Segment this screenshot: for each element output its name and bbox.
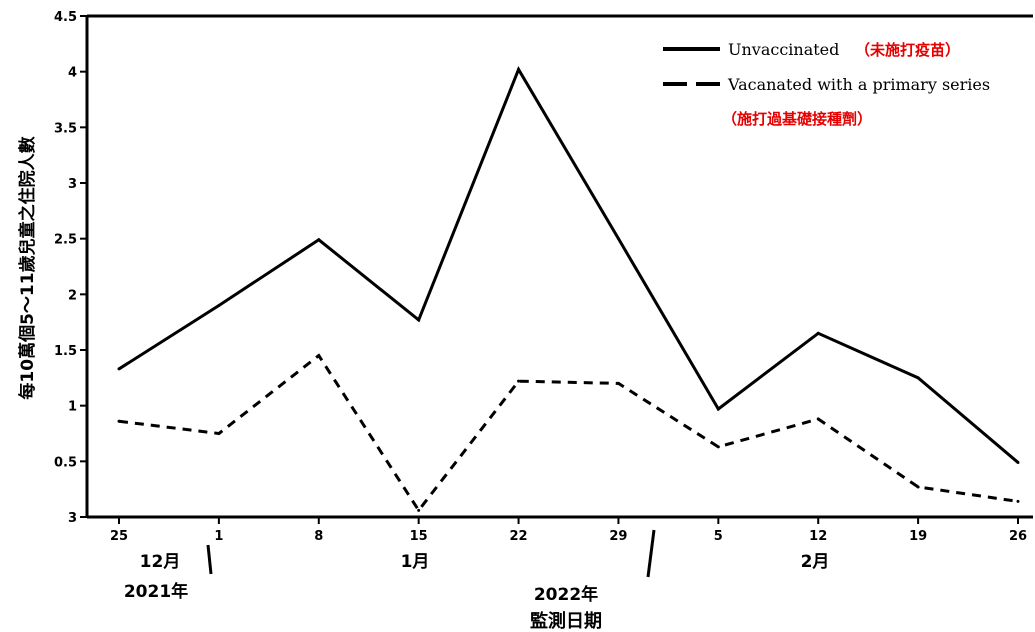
point-unvaccinated: [117, 367, 121, 371]
year-label-2021: 2021年: [124, 581, 188, 602]
point-unvaccinated: [816, 331, 820, 335]
y-tick-label: 4.5: [54, 10, 77, 25]
x-tick-label: 15: [410, 529, 428, 544]
point-unvaccinated: [417, 318, 421, 322]
point-vaccinated: [417, 508, 421, 512]
year-label-2022: 2022年: [534, 584, 598, 605]
y-tick-label: 2: [68, 288, 77, 303]
x-tick-label: 22: [510, 529, 528, 544]
legend: Unvaccinated （未施打疫苗） Vacanated with a pr…: [663, 40, 990, 128]
month-label-dec: 12月: [140, 552, 181, 572]
x-tick-label: 1: [214, 529, 223, 544]
point-vaccinated: [816, 417, 820, 421]
series-layer: [117, 66, 1020, 513]
point-unvaccinated: [616, 237, 620, 241]
y-ticks: 3 0.5 1 1.5 2 2.5 3 3.5 4 4.5: [54, 10, 87, 526]
point-vaccinated: [716, 445, 720, 449]
point-unvaccinated: [517, 67, 521, 71]
point-vaccinated: [616, 381, 620, 385]
x-tick-label: 26: [1009, 529, 1027, 544]
x-tick-label: 29: [609, 529, 627, 544]
point-vaccinated: [916, 485, 920, 489]
x-tick-label: 5: [714, 529, 723, 544]
y-tick-label: 1: [68, 400, 77, 415]
month-separator-dec-jan: [206, 544, 213, 575]
y-tick-label: 2.5: [54, 233, 77, 248]
month-label-jan: 1月: [401, 552, 430, 572]
point-unvaccinated: [716, 407, 720, 411]
x-tick-label: 25: [110, 529, 128, 544]
series-line-vaccinated: [118, 353, 1019, 513]
legend-label-unvaccinated-zh: （未施打疫苗）: [855, 41, 960, 59]
x-tick-label: 8: [314, 529, 323, 544]
point-vaccinated: [117, 419, 121, 423]
point-unvaccinated: [1016, 460, 1020, 464]
y-tick-label: 3: [68, 511, 77, 526]
x-tick-label: 19: [909, 529, 927, 544]
point-vaccinated: [517, 379, 521, 383]
y-tick-label: 1.5: [54, 344, 77, 359]
point-unvaccinated: [317, 238, 321, 242]
legend-label-vaccinated-zh: （施打過基礎接種劑）: [722, 110, 872, 128]
legend-label-unvaccinated: Unvaccinated: [728, 40, 839, 59]
series-line-unvaccinated: [118, 66, 1019, 464]
x-axis-title: 監測日期: [530, 610, 602, 632]
point-unvaccinated: [217, 303, 221, 307]
y-tick-label: 4: [68, 66, 77, 81]
point-unvaccinated: [916, 376, 920, 380]
x-ticks: 25 1 8 15 22 29 5 12 19 26: [110, 517, 1027, 544]
point-vaccinated: [1016, 499, 1020, 503]
point-vaccinated: [317, 354, 321, 358]
point-vaccinated: [217, 432, 221, 435]
y-tick-label: 0.5: [54, 455, 77, 470]
x-tick-label: 12: [809, 529, 827, 544]
month-label-feb: 2月: [801, 552, 830, 572]
month-separator-jan-feb: [646, 529, 656, 578]
y-axis-title: 每10萬個5～11歲兒童之住院人數: [17, 136, 38, 399]
y-tick-label: 3.5: [54, 121, 77, 136]
legend-label-vaccinated: Vacanated with a primary series: [727, 75, 990, 94]
y-tick-label: 3: [68, 177, 77, 192]
